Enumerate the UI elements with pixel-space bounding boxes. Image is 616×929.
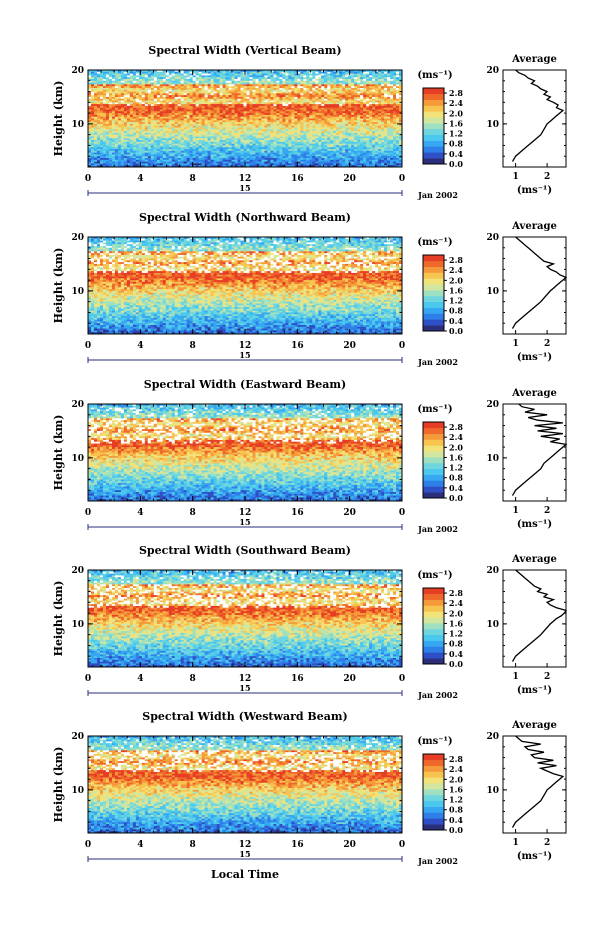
heatmap-cells <box>88 70 402 167</box>
heatmap-title: Spectral Width (Vertical Beam) <box>148 44 341 57</box>
panel-1: Spectral Width (Vertical Beam)0 4 8 12 16 20 0… <box>52 44 566 200</box>
